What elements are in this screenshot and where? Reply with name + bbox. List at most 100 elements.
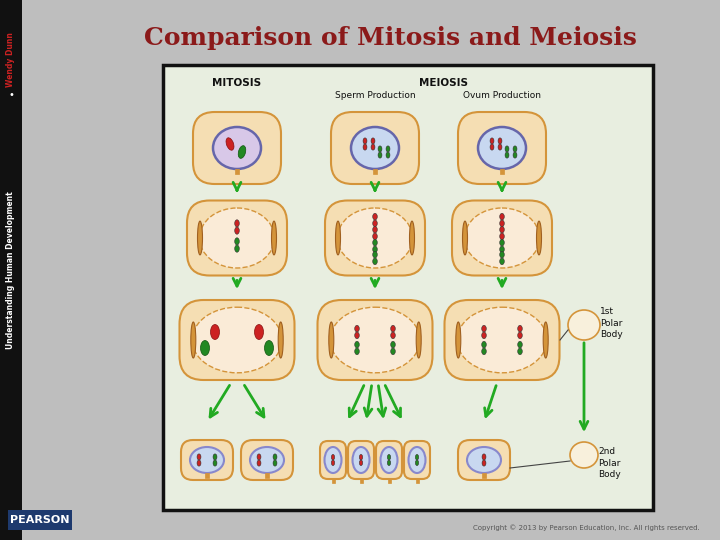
Text: 1st
Polar
Body: 1st Polar Body: [600, 307, 623, 339]
Ellipse shape: [329, 322, 334, 358]
Ellipse shape: [351, 127, 399, 169]
FancyBboxPatch shape: [458, 112, 546, 184]
Ellipse shape: [464, 208, 539, 268]
Ellipse shape: [386, 152, 390, 158]
Ellipse shape: [467, 447, 501, 473]
Ellipse shape: [570, 442, 598, 468]
Ellipse shape: [391, 348, 395, 355]
Ellipse shape: [498, 144, 502, 150]
Ellipse shape: [415, 455, 418, 460]
FancyBboxPatch shape: [320, 441, 346, 479]
Ellipse shape: [373, 246, 377, 253]
Ellipse shape: [338, 208, 413, 268]
Text: Ovum Production: Ovum Production: [463, 91, 541, 100]
Ellipse shape: [336, 221, 341, 255]
Ellipse shape: [410, 221, 415, 255]
Ellipse shape: [210, 325, 220, 340]
Ellipse shape: [264, 341, 274, 355]
Ellipse shape: [391, 341, 395, 348]
Ellipse shape: [359, 460, 363, 465]
FancyBboxPatch shape: [318, 300, 433, 380]
Ellipse shape: [415, 460, 418, 465]
FancyBboxPatch shape: [187, 200, 287, 275]
Ellipse shape: [235, 220, 239, 227]
Ellipse shape: [513, 152, 517, 158]
Ellipse shape: [500, 213, 504, 220]
Ellipse shape: [416, 322, 421, 358]
Ellipse shape: [408, 447, 426, 473]
Ellipse shape: [213, 460, 217, 466]
Ellipse shape: [482, 325, 486, 332]
Text: 2nd
Polar
Body: 2nd Polar Body: [598, 448, 621, 478]
Ellipse shape: [355, 341, 359, 348]
Ellipse shape: [353, 447, 369, 473]
Ellipse shape: [498, 138, 502, 144]
Ellipse shape: [513, 146, 517, 152]
Ellipse shape: [325, 447, 341, 473]
Ellipse shape: [257, 454, 261, 460]
FancyBboxPatch shape: [241, 440, 293, 480]
Bar: [500, 169, 504, 174]
Ellipse shape: [505, 146, 509, 152]
Ellipse shape: [380, 447, 397, 473]
Ellipse shape: [378, 152, 382, 158]
Ellipse shape: [363, 138, 367, 144]
Ellipse shape: [505, 152, 509, 158]
Ellipse shape: [568, 310, 600, 340]
Bar: [388, 479, 391, 483]
Text: Comparison of Mitosis and Meiosis: Comparison of Mitosis and Meiosis: [143, 26, 636, 50]
Bar: [416, 479, 419, 483]
Ellipse shape: [378, 146, 382, 152]
Ellipse shape: [373, 220, 377, 227]
Ellipse shape: [490, 138, 494, 144]
Ellipse shape: [273, 460, 277, 466]
Ellipse shape: [191, 322, 196, 358]
Ellipse shape: [500, 226, 504, 233]
Ellipse shape: [330, 307, 420, 373]
Text: Sperm Production: Sperm Production: [335, 91, 415, 100]
Ellipse shape: [235, 245, 239, 252]
Ellipse shape: [271, 221, 276, 255]
Ellipse shape: [373, 239, 377, 246]
Ellipse shape: [355, 325, 359, 332]
Ellipse shape: [518, 332, 522, 339]
FancyBboxPatch shape: [404, 441, 430, 479]
Ellipse shape: [190, 447, 224, 473]
Ellipse shape: [500, 239, 504, 246]
FancyBboxPatch shape: [179, 300, 294, 380]
FancyBboxPatch shape: [452, 200, 552, 275]
Ellipse shape: [371, 138, 375, 144]
Ellipse shape: [462, 221, 467, 255]
Ellipse shape: [213, 454, 217, 460]
Ellipse shape: [386, 146, 390, 152]
Bar: [163, 65, 653, 510]
Ellipse shape: [391, 325, 395, 332]
Ellipse shape: [500, 220, 504, 227]
Bar: [360, 479, 363, 483]
Bar: [332, 479, 335, 483]
Ellipse shape: [373, 213, 377, 220]
Ellipse shape: [226, 138, 234, 150]
Bar: [265, 473, 269, 478]
Ellipse shape: [518, 325, 522, 332]
Ellipse shape: [257, 460, 261, 466]
Ellipse shape: [482, 341, 486, 348]
Ellipse shape: [373, 258, 377, 265]
Ellipse shape: [482, 460, 486, 466]
Ellipse shape: [200, 341, 210, 355]
Ellipse shape: [373, 226, 377, 233]
Bar: [8, 510, 72, 530]
Ellipse shape: [500, 258, 504, 265]
Ellipse shape: [238, 146, 246, 158]
Ellipse shape: [456, 322, 461, 358]
Bar: [205, 473, 209, 478]
Ellipse shape: [387, 455, 391, 460]
Ellipse shape: [254, 325, 264, 340]
Text: Understanding Human Development: Understanding Human Development: [6, 191, 16, 349]
Ellipse shape: [359, 455, 363, 460]
Ellipse shape: [199, 208, 274, 268]
Ellipse shape: [543, 322, 548, 358]
Ellipse shape: [536, 221, 541, 255]
FancyBboxPatch shape: [325, 200, 425, 275]
Ellipse shape: [355, 348, 359, 355]
